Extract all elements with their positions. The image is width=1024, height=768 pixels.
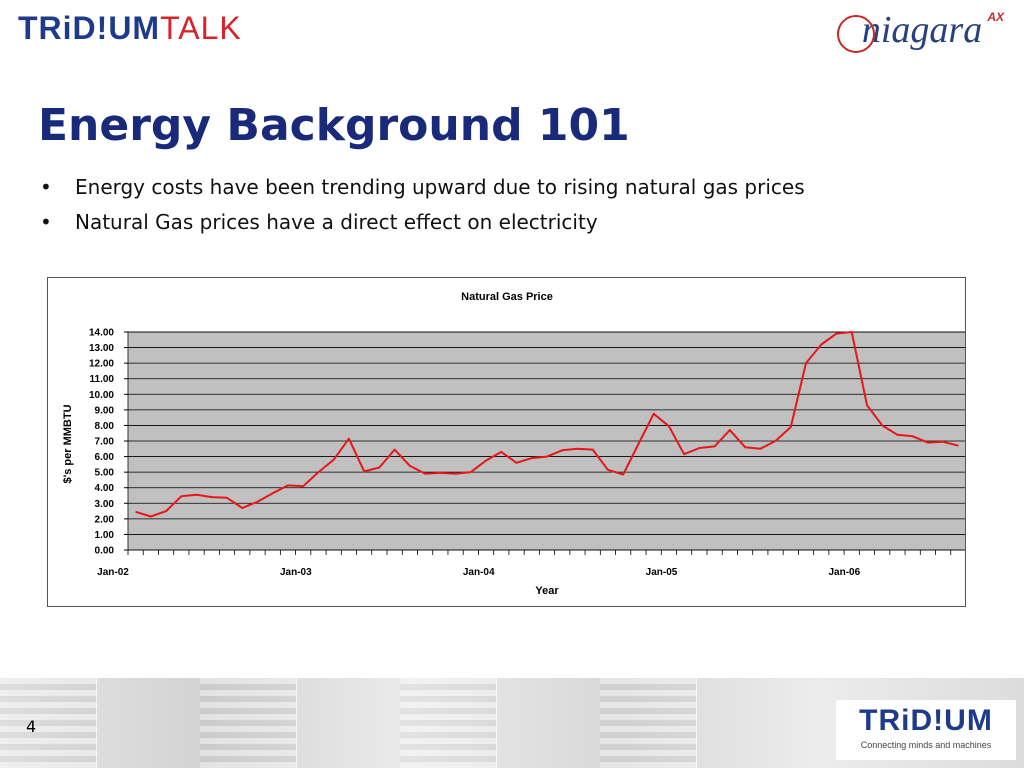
x-axis-label: Year [535,585,559,597]
y-tick-label: 1.00 [95,530,115,541]
y-tick-label: 9.00 [95,405,115,416]
footer-pattern-tile [0,678,97,768]
page-number: 4 [26,717,37,736]
niagara-wordmark: niagara [861,9,983,51]
y-tick-label: 3.00 [95,499,115,510]
y-tick-label: 2.00 [95,514,115,525]
y-tick-label: 8.00 [95,421,115,432]
y-tick-label: 13.00 [89,343,114,354]
logo-talk-text: TALK [160,10,242,46]
bullet-list: • Energy costs have been trending upward … [40,175,805,245]
natural-gas-price-line [135,331,959,518]
y-axis-label: $'s per MMBTU [62,404,74,483]
y-tick-label: 0.00 [95,546,115,557]
slide-title: Energy Background 101 [38,100,630,151]
natural-gas-chart: 0.00 1.00 2.00 3.00 4.00 5.00 6.00 7.00 8.00 9.00… [47,277,966,607]
y-tick-label: 5.00 [95,468,115,479]
tridium-tagline: Connecting minds and machines [860,740,992,750]
y-tick-label: 4.00 [95,483,115,494]
x-tick-label: Jan-06 [829,567,861,578]
bullet-text: Natural Gas prices have a direct effect … [75,210,598,234]
x-tick-label: Jan-03 [280,567,312,578]
bullet-item: • Natural Gas prices have a direct effect… [40,210,805,234]
niagara-ax-superscript: AX [987,10,1004,24]
tridium-logo: TRiD!UM Connecting minds and machines [836,700,1016,760]
niagara-ax-logo: niagara AX [836,8,1004,53]
niagara-swoosh-icon [836,15,875,53]
x-tick-label: Jan-05 [646,567,678,578]
chart-canvas: 0.00 1.00 2.00 3.00 4.00 5.00 6.00 7.00 8.00 9.00… [62,291,965,597]
footer-pattern-tile [200,678,297,768]
x-tick-label: Jan-04 [463,567,495,578]
bullet-dot-icon: • [40,175,52,199]
bullet-item: • Energy costs have been trending upward … [40,175,805,199]
y-tick-label: 11.00 [90,374,115,385]
y-tick-label: 7.00 [95,437,115,448]
y-tick-label: 6.00 [95,452,115,463]
tridium-wordmark: TRiD!UM [859,704,993,737]
y-tick-label: 14.00 [89,328,114,339]
bullet-text: Energy costs have been trending upward d… [75,175,805,199]
chart-title: Natural Gas Price [461,291,553,303]
y-tick-label: 10.00 [89,390,114,401]
footer-pattern-tile [600,678,697,768]
y-tick-label: 12.00 [89,359,114,370]
tridiumtalk-logo: TRiD!UMTALK [18,10,242,47]
bullet-dot-icon: • [40,210,52,234]
x-tick-label: Jan-02 [97,567,129,578]
logo-tridium-text: TRiD!UM [18,10,161,46]
footer-pattern-tile [400,678,497,768]
